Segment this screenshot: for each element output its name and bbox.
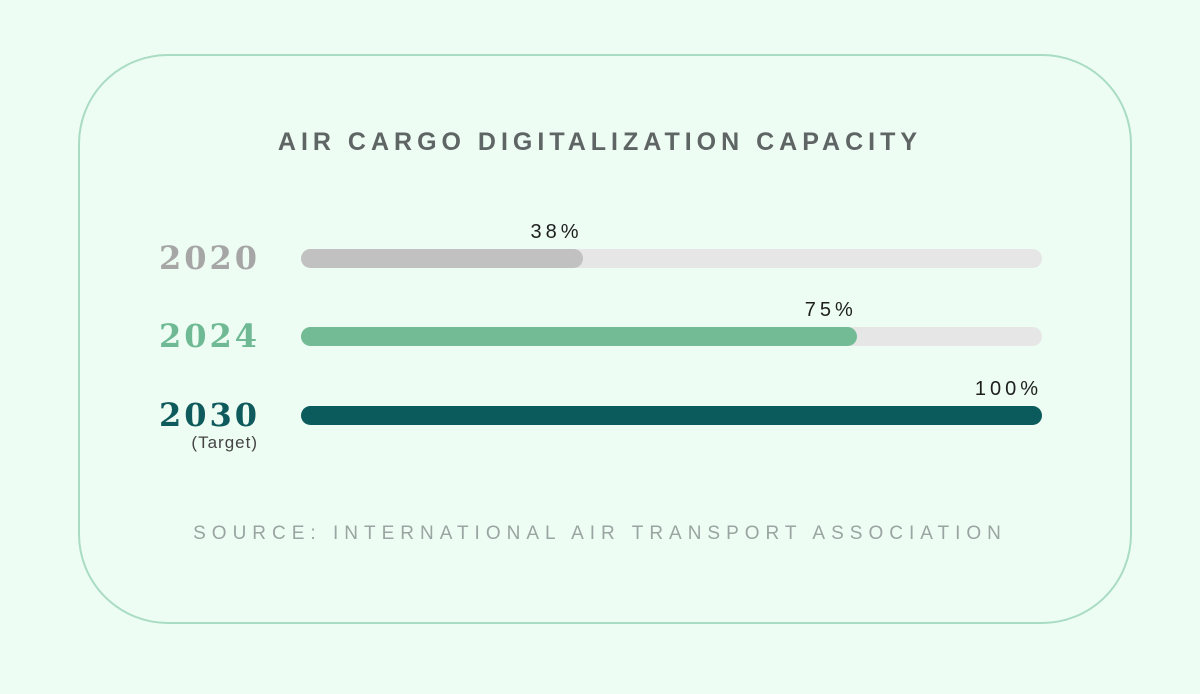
year-label: 2024 bbox=[158, 317, 260, 355]
value-label: 100% bbox=[974, 378, 1042, 400]
value-label: 38% bbox=[530, 221, 583, 243]
bar-fill bbox=[301, 327, 857, 346]
chart-title: AIR CARGO DIGITALIZATION CAPACITY bbox=[277, 128, 923, 156]
year-label: 2030 bbox=[158, 396, 260, 434]
chart-card bbox=[78, 54, 1132, 624]
bar-fill bbox=[301, 406, 1042, 425]
bar-row-2024: 2024 75% bbox=[0, 299, 1200, 376]
bar-track: 75% bbox=[301, 299, 1042, 346]
source-note: SOURCE: INTERNATIONAL AIR TRANSPORT ASSO… bbox=[193, 523, 1007, 544]
bar-fill bbox=[301, 249, 583, 268]
bar-row-2030: 2030 (Target) 100% bbox=[0, 378, 1200, 455]
value-label: 75% bbox=[804, 299, 857, 321]
bar-track: 100% bbox=[301, 378, 1042, 425]
year-label: 2020 bbox=[158, 239, 260, 277]
bar-track: 38% bbox=[301, 221, 1042, 268]
year-sublabel: (Target) bbox=[191, 433, 258, 452]
bar-row-2020: 2020 38% bbox=[0, 221, 1200, 298]
